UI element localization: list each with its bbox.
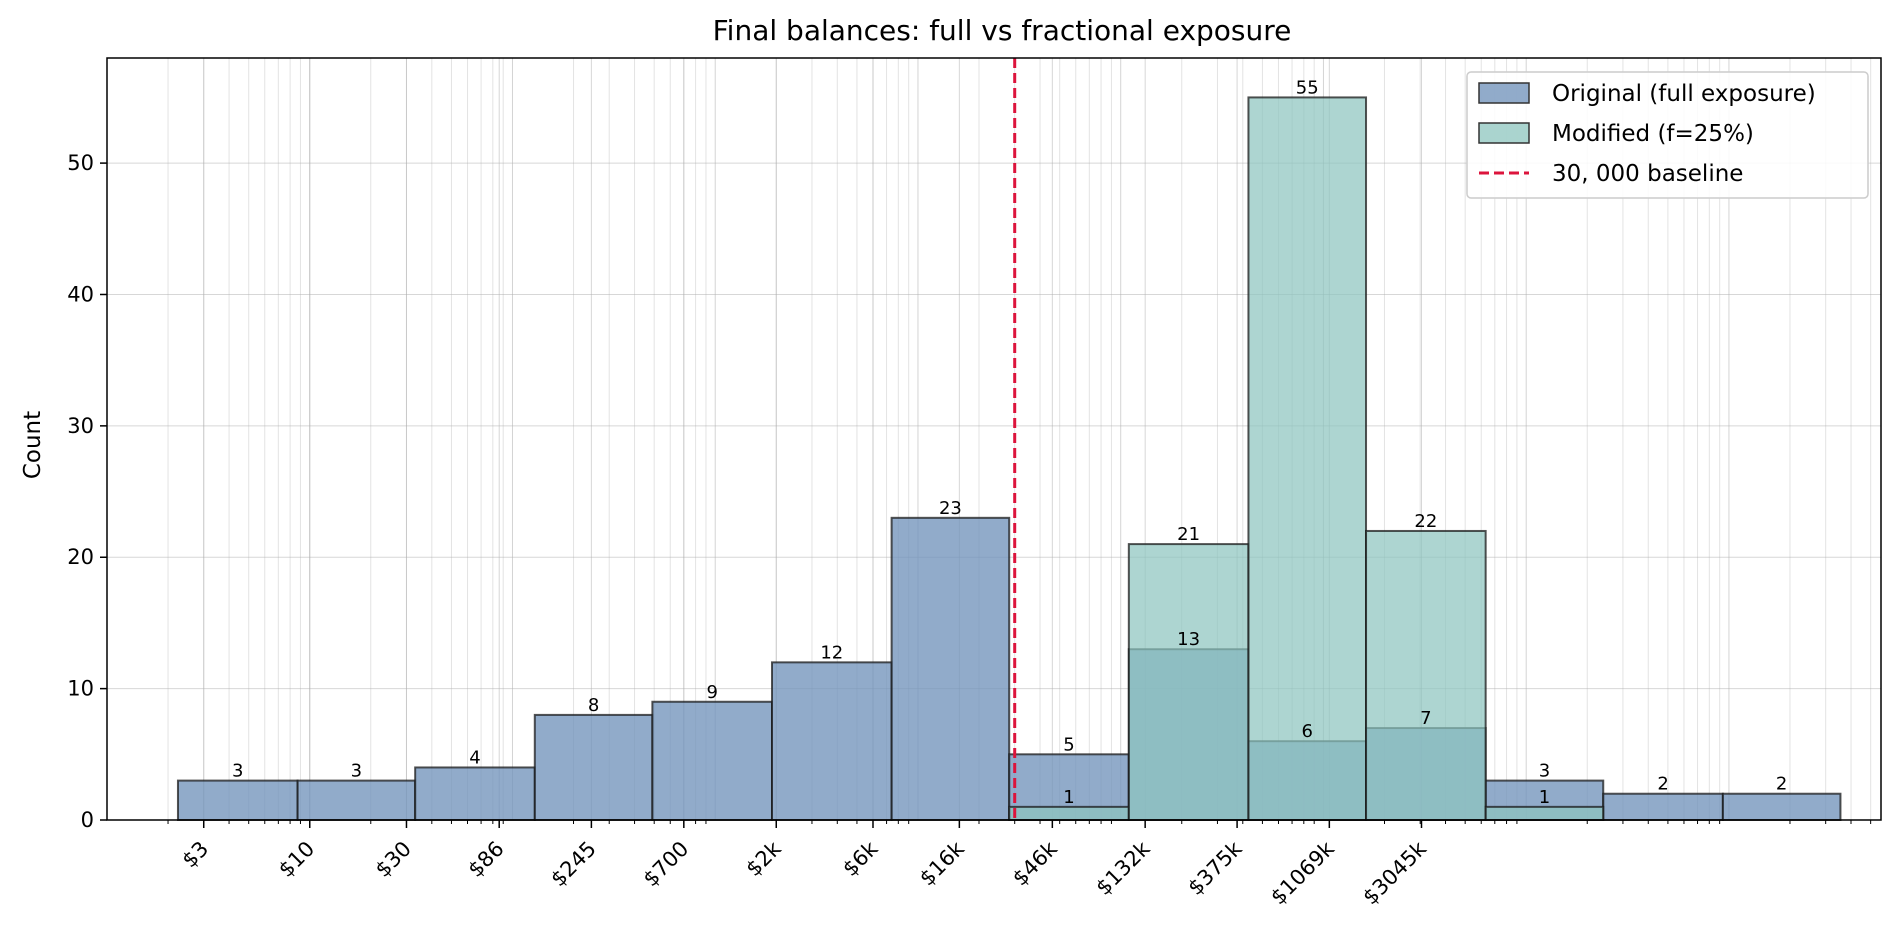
x-tick-label: $1069k [1266, 836, 1339, 909]
bar-original [651, 700, 773, 821]
bar-original [770, 661, 893, 822]
bar-label-original: 23 [939, 498, 962, 519]
legend-label-modified: Modified (f=25%) [1552, 121, 1754, 147]
bar-original [176, 779, 299, 821]
x-tick-label: $6k [838, 836, 883, 881]
series-modified-bars [1008, 96, 1605, 821]
y-axis-title: Count [20, 411, 46, 479]
legend-swatch-modified [1478, 122, 1530, 144]
x-tick-label: $10 [274, 837, 319, 882]
bar-label-original: 2 [1657, 774, 1668, 795]
y-tick-label: 0 [81, 808, 94, 832]
bar-label-original: 8 [588, 695, 599, 716]
bar-label-modified: 21 [1177, 524, 1200, 545]
series-original-bars [176, 516, 1842, 822]
bar-original [296, 779, 417, 821]
legend-label-baseline: 30, 000 baseline [1552, 161, 1743, 187]
x-tick-label: $375k [1183, 836, 1247, 900]
bar-label-original: 7 [1420, 708, 1431, 729]
bar-label-original: 3 [351, 761, 362, 782]
bar-original [533, 713, 654, 821]
bar-original [890, 516, 1011, 821]
bar-label-original: 3 [232, 761, 243, 782]
bar-modified [1365, 529, 1487, 821]
x-tick-label: $86 [463, 837, 508, 882]
legend-swatch-original [1478, 82, 1530, 104]
bar-modified [1127, 543, 1250, 821]
bar-label-original: 2 [1776, 774, 1787, 795]
bar-modified [1247, 96, 1368, 821]
bar-label-modified: 55 [1296, 77, 1319, 98]
bar-original [1721, 792, 1842, 821]
bar-label-original: 4 [469, 747, 480, 768]
x-tick-label: $2k [741, 836, 786, 881]
bar-label-original: 3 [1539, 761, 1550, 782]
y-tick-label: 10 [67, 677, 94, 701]
x-tick-label: $46k [1008, 836, 1063, 891]
bar-modified [1008, 805, 1130, 821]
legend: Original (full exposure) Modified (f=25%… [1466, 71, 1869, 199]
bar-label-modified: 1 [1063, 787, 1074, 808]
y-tick-label: 50 [67, 151, 94, 175]
legend-label-original: Original (full exposure) [1552, 81, 1816, 107]
x-tick-label: $30 [371, 837, 416, 882]
y-tick-label: 30 [67, 414, 94, 438]
y-tick-label: 20 [67, 545, 94, 569]
bar-original [414, 766, 536, 822]
x-tick-label: $3 [177, 837, 213, 873]
x-tick-label: $3045k [1358, 836, 1431, 909]
bar-label-original: 6 [1302, 721, 1313, 742]
bar-original [1602, 792, 1724, 821]
y-tick-label: 40 [67, 282, 94, 306]
chart-title: Final balances: full vs fractional expos… [713, 14, 1292, 47]
bar-label-original: 13 [1177, 629, 1200, 650]
x-tick-label: $700 [639, 837, 694, 892]
bar-label-modified: 1 [1539, 787, 1550, 808]
x-tick-label: $245 [546, 837, 601, 892]
bar-modified [1484, 805, 1605, 821]
bar-label-modified: 22 [1414, 511, 1437, 532]
x-tick-label: $132k [1091, 836, 1155, 900]
bar-label-original: 5 [1063, 734, 1074, 755]
plot-frame [106, 57, 1882, 821]
legend-box [1466, 71, 1869, 199]
x-tick-label: $16k [915, 836, 970, 891]
bar-label-original: 9 [706, 682, 717, 703]
bar-label-original: 12 [820, 642, 843, 663]
